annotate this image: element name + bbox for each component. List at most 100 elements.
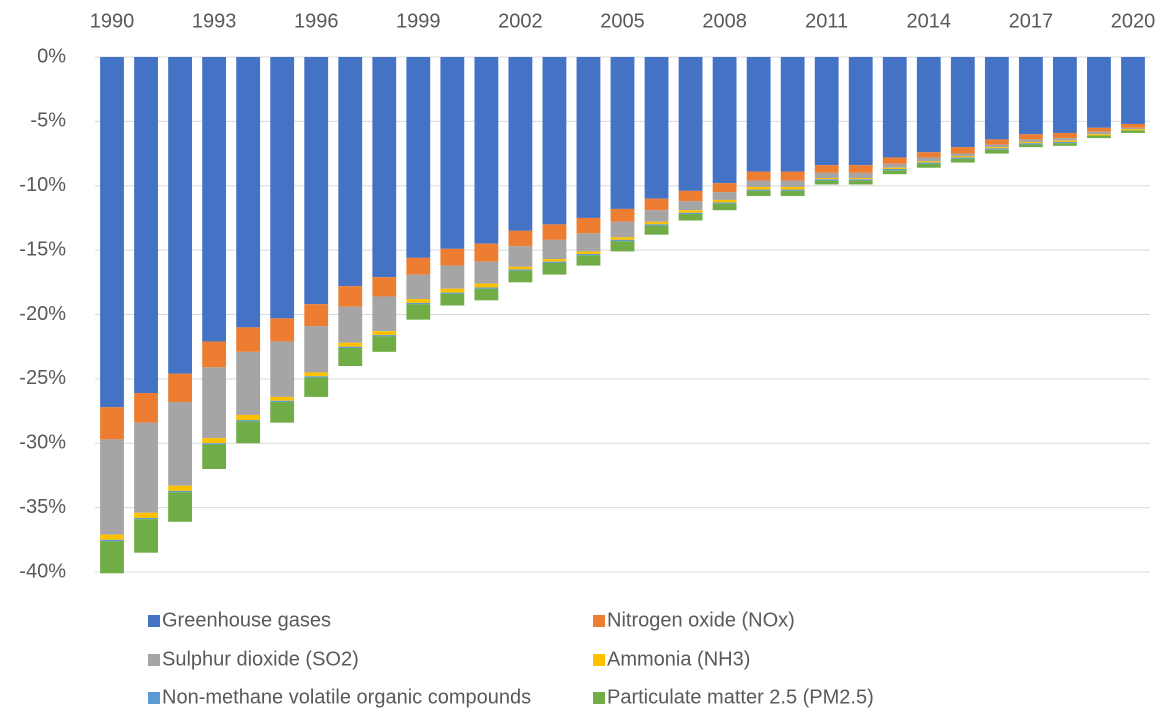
bar-segment bbox=[474, 288, 499, 301]
y-tick-label: -10% bbox=[19, 174, 66, 196]
x-tick-label: 1999 bbox=[396, 10, 441, 32]
bar-segment bbox=[474, 243, 499, 262]
bar-segment bbox=[814, 165, 839, 173]
y-tick-label: -15% bbox=[19, 238, 66, 260]
bar-segment bbox=[134, 57, 158, 394]
x-tick-label: 2017 bbox=[1009, 10, 1054, 32]
bar-segment bbox=[168, 402, 192, 486]
bar-segment bbox=[372, 336, 397, 352]
bar-segment bbox=[1018, 134, 1043, 140]
x-tick-label: 2008 bbox=[702, 10, 747, 32]
bar-segment bbox=[440, 292, 465, 294]
bar-segment bbox=[474, 57, 499, 244]
bar-segment bbox=[1087, 127, 1111, 132]
bar-segment bbox=[848, 179, 873, 181]
legend-swatch bbox=[593, 615, 605, 627]
bar-segment bbox=[304, 57, 329, 305]
bar-segment bbox=[848, 178, 873, 180]
bar-segment bbox=[372, 335, 397, 337]
bar-segment bbox=[1121, 127, 1145, 130]
bar-segment bbox=[610, 237, 635, 240]
bar-segment bbox=[746, 171, 771, 181]
legend-label: Particulate matter 2.5 (PM2.5) bbox=[607, 686, 874, 708]
y-tick-label: -25% bbox=[19, 367, 66, 389]
bar-segment bbox=[1121, 123, 1145, 128]
bar-segment bbox=[746, 57, 771, 172]
bar-segment bbox=[814, 178, 839, 180]
bar-segment bbox=[950, 156, 975, 158]
bar-segment bbox=[610, 221, 635, 238]
bar-segment bbox=[882, 170, 907, 175]
bar-segment bbox=[984, 149, 1009, 154]
legend-swatch bbox=[593, 654, 605, 666]
bar-segment bbox=[916, 57, 941, 153]
bar-segment bbox=[1018, 139, 1043, 142]
bar-segment bbox=[440, 248, 465, 266]
legend-swatch bbox=[593, 692, 605, 704]
bar-segment bbox=[712, 57, 737, 184]
bar-segment bbox=[338, 57, 363, 287]
bar-segment bbox=[576, 253, 601, 256]
legend-label: Nitrogen oxide (NOx) bbox=[607, 609, 795, 631]
bar-segment bbox=[746, 187, 771, 190]
bar-segment bbox=[814, 180, 839, 185]
bar-segment bbox=[338, 347, 363, 366]
bar-segment bbox=[1018, 143, 1043, 145]
y-tick-label: -20% bbox=[19, 303, 66, 325]
x-tick-label: 1990 bbox=[90, 10, 135, 32]
bar-segment bbox=[780, 190, 805, 197]
x-tick-label: 2020 bbox=[1111, 10, 1156, 32]
bar-segment bbox=[304, 326, 329, 373]
bar-segment bbox=[202, 438, 227, 444]
bar-segment bbox=[644, 210, 669, 222]
bar-segment bbox=[270, 57, 295, 319]
bar-segment bbox=[270, 318, 295, 342]
bar-segment bbox=[950, 57, 975, 148]
bar-segment bbox=[1018, 141, 1043, 144]
bar-segment bbox=[270, 396, 295, 401]
bar-segment bbox=[746, 190, 771, 197]
legend-label: Ammonia (NH3) bbox=[607, 648, 750, 670]
bar-segment bbox=[644, 225, 669, 235]
bar-segment bbox=[1087, 135, 1111, 139]
bar-segment bbox=[440, 265, 465, 289]
y-tick-label: -5% bbox=[30, 110, 66, 132]
y-tick-label: -30% bbox=[19, 432, 66, 454]
bar-segment bbox=[134, 393, 158, 423]
bar-segment bbox=[236, 327, 261, 352]
bar-segment bbox=[270, 341, 295, 397]
bar-segment bbox=[610, 239, 635, 242]
bar-segment bbox=[814, 172, 839, 179]
bar-segment bbox=[780, 180, 805, 188]
bar-segment bbox=[338, 346, 363, 348]
bar-segment bbox=[576, 217, 601, 234]
x-tick-label: 2002 bbox=[498, 10, 543, 32]
bar-segment bbox=[678, 201, 703, 211]
bar-segment bbox=[236, 420, 261, 422]
bar-segment bbox=[372, 277, 397, 297]
bar-segment bbox=[712, 202, 737, 204]
bar-segment bbox=[644, 221, 669, 225]
bar-segment bbox=[950, 158, 975, 163]
bar-segment bbox=[678, 214, 703, 221]
bar-segment bbox=[236, 351, 261, 415]
bar-segment bbox=[338, 286, 363, 307]
bar-segment bbox=[304, 304, 329, 327]
bar-segment bbox=[678, 57, 703, 191]
bar-segment bbox=[406, 57, 431, 258]
legend-label: Non-methane volatile organic compounds bbox=[162, 686, 531, 708]
bar-segment bbox=[576, 255, 601, 266]
bar-segment bbox=[304, 377, 329, 397]
bar-segment bbox=[304, 372, 329, 377]
bar-segment bbox=[950, 153, 975, 157]
x-tick-label: 2011 bbox=[805, 10, 848, 32]
bar-segment bbox=[542, 263, 567, 275]
bar-segment bbox=[508, 230, 533, 247]
bar-segment bbox=[746, 180, 771, 188]
bar-segment bbox=[338, 342, 363, 347]
bar-segment bbox=[848, 180, 873, 185]
bar-segment bbox=[168, 490, 192, 493]
bar-segment bbox=[168, 492, 192, 522]
x-tick-label: 1993 bbox=[192, 10, 237, 32]
